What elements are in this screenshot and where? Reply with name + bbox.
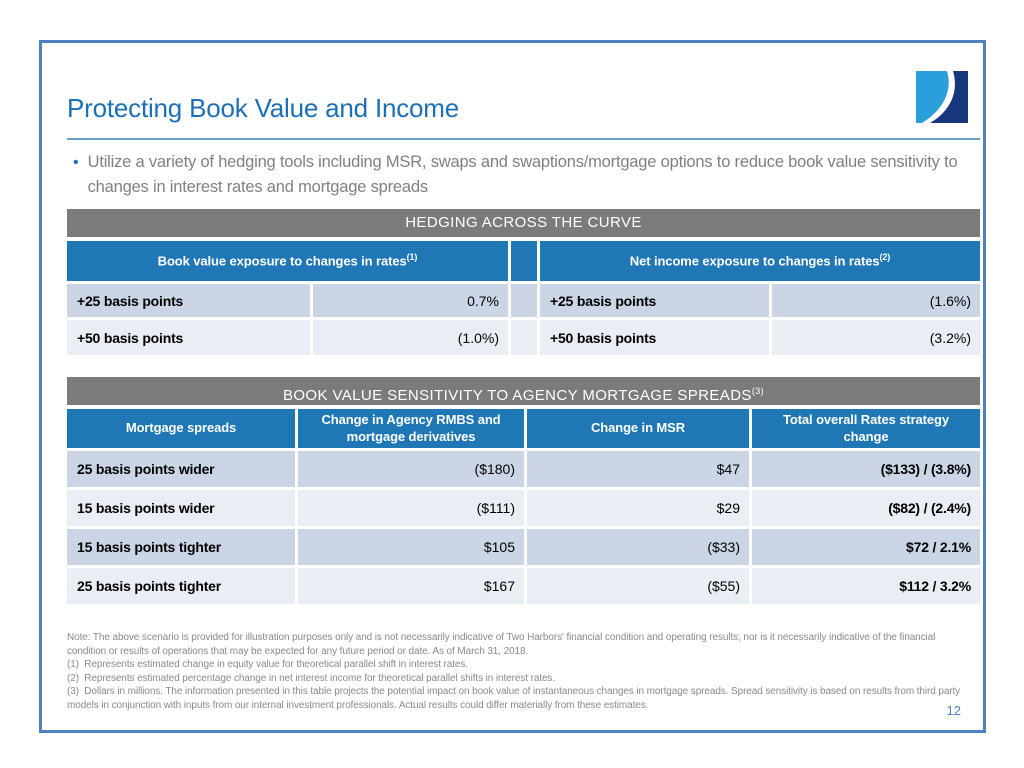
footnote-ref-2: (2) [879, 252, 891, 263]
footnote-ref-3: (3) [751, 386, 765, 396]
column-header-rmbs-change: Change in Agency RMBS and mortgage deriv… [298, 409, 524, 448]
table-row-label: 25 basis points tighter [67, 568, 295, 604]
table-cell-value: (1.6%) [772, 284, 980, 317]
page-title: Protecting Book Value and Income [67, 93, 460, 123]
footnote-1: (1) Represents estimated change in equit… [67, 659, 468, 670]
page-number: 12 [946, 703, 961, 718]
table-cell-total: $72 / 2.1% [752, 529, 980, 565]
column-header-mortgage-spreads: Mortgage spreads [67, 409, 295, 448]
table-row-label: 15 basis points tighter [67, 529, 295, 565]
sensitivity-table-title: BOOK VALUE SENSITIVITY TO AGENCY MORTGAG… [67, 377, 980, 405]
table-cell-total: $112 / 3.2% [752, 568, 980, 604]
table-row-label: +25 basis points [67, 284, 310, 317]
bullet-item: Utilize a variety of hedging tools inclu… [67, 150, 980, 200]
table-row-label: 25 basis points wider [67, 451, 295, 487]
column-header-msr-change: Change in MSR [527, 409, 749, 448]
spacer-cell [511, 320, 537, 355]
footnote-note: Note: The above scenario is provided for… [67, 632, 936, 657]
column-header-net-income: Net income exposure to changes in rates(… [540, 241, 980, 281]
two-harbors-logo-icon [916, 71, 968, 123]
footnotes: Note: The above scenario is provided for… [67, 631, 975, 712]
table-cell-msr: $47 [527, 451, 749, 487]
table-cell-rmbs: ($180) [298, 451, 524, 487]
column-header-total-change: Total overall Rates strategy change [752, 409, 980, 448]
hedging-table: Book value exposure to changes in rates(… [67, 241, 980, 355]
bullet-text: Utilize a variety of hedging tools inclu… [87, 153, 958, 196]
table-cell-rmbs: ($111) [298, 490, 524, 526]
spacer-cell [511, 241, 537, 281]
table-row-label: 15 basis points wider [67, 490, 295, 526]
table-row-label: +25 basis points [540, 284, 769, 317]
column-header-book-value: Book value exposure to changes in rates(… [67, 241, 508, 281]
table-cell-msr: ($55) [527, 568, 749, 604]
bullet-icon [67, 150, 88, 175]
table-cell-rmbs: $167 [298, 568, 524, 604]
table-cell-rmbs: $105 [298, 529, 524, 565]
sensitivity-table: Mortgage spreads Change in Agency RMBS a… [67, 409, 980, 604]
hedging-table-section: HEDGING ACROSS THE CURVE Book value expo… [67, 209, 980, 355]
table-cell-value: (1.0%) [313, 320, 508, 355]
table-cell-value: (3.2%) [772, 320, 980, 355]
spacer-cell [511, 284, 537, 317]
sensitivity-table-title-text: BOOK VALUE SENSITIVITY TO AGENCY MORTGAG… [282, 387, 752, 404]
table-row-label: +50 basis points [540, 320, 769, 355]
table-cell-msr: $29 [527, 490, 749, 526]
footnote-ref-1: (1) [406, 252, 418, 263]
table-cell-value: 0.7% [313, 284, 508, 317]
hedging-table-title: HEDGING ACROSS THE CURVE [67, 209, 980, 237]
footnote-2: (2) Represents estimated percentage chan… [67, 672, 556, 684]
table-row-label: +50 basis points [67, 320, 310, 355]
title-divider [67, 138, 980, 140]
table-cell-total: ($82) / (2.4%) [752, 490, 980, 526]
hedging-table-title-text: HEDGING ACROSS THE CURVE [405, 214, 642, 231]
table-cell-msr: ($33) [527, 529, 749, 565]
footnote-3: (3) Dollars in millions. The information… [67, 686, 961, 711]
table-cell-total: ($133) / (3.8%) [752, 451, 980, 487]
slide-frame: Protecting Book Value and Income Utilize… [39, 40, 986, 733]
sensitivity-table-section: BOOK VALUE SENSITIVITY TO AGENCY MORTGAG… [67, 377, 980, 604]
